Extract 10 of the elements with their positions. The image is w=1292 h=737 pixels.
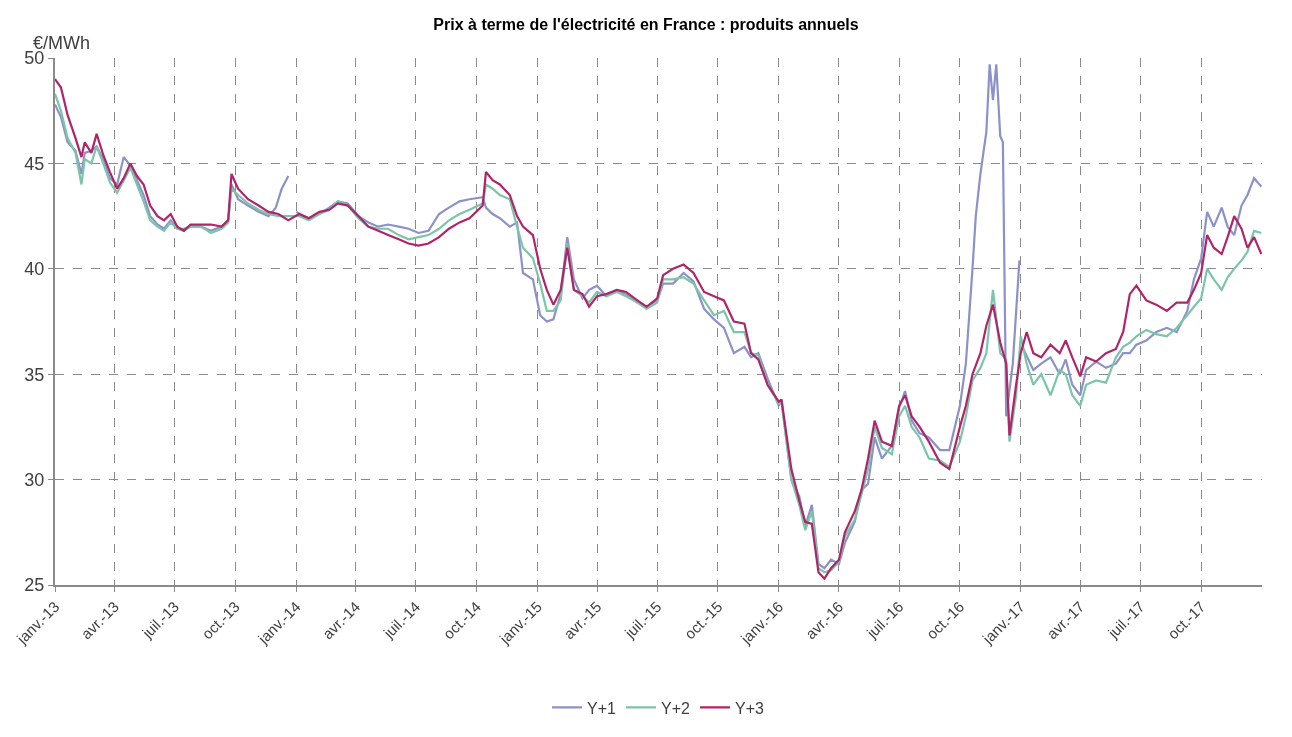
y-tick-label: 35 (24, 364, 45, 385)
legend-label: Y+1 (587, 699, 617, 717)
y-tick-label: 30 (24, 469, 45, 490)
y-tick-label: 50 (24, 48, 45, 69)
y-tick-label: 45 (24, 153, 45, 174)
y-tick-label: 25 (24, 575, 45, 596)
y-tick-label: 40 (24, 259, 45, 280)
chart-title: Prix à terme de l'électricité en France : produits annuels (433, 15, 859, 33)
legend-label: Y+2 (661, 699, 691, 717)
legend-label: Y+3 (735, 699, 765, 717)
